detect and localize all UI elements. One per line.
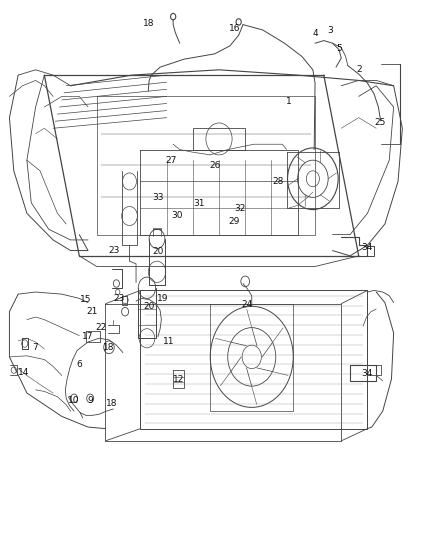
Text: 22: 22 (95, 323, 107, 332)
Text: 28: 28 (272, 177, 284, 186)
Text: 23: 23 (109, 246, 120, 255)
Text: 23: 23 (113, 294, 124, 303)
Text: 31: 31 (194, 199, 205, 208)
Text: 3: 3 (328, 27, 333, 36)
Text: 18: 18 (143, 19, 155, 28)
Text: 6: 6 (76, 360, 82, 369)
Text: 7: 7 (32, 343, 38, 352)
Text: 4: 4 (312, 29, 318, 38)
Text: 5: 5 (336, 44, 342, 53)
Text: 33: 33 (152, 193, 164, 202)
Text: 24: 24 (242, 300, 253, 309)
Text: 30: 30 (172, 212, 183, 221)
Text: 20: 20 (144, 302, 155, 311)
Text: 18: 18 (106, 399, 118, 408)
Text: 21: 21 (87, 307, 98, 316)
Text: 19: 19 (156, 294, 168, 303)
Text: 27: 27 (165, 156, 177, 165)
Text: 1: 1 (286, 97, 292, 106)
Text: 11: 11 (163, 337, 174, 346)
Text: 34: 34 (362, 244, 373, 253)
Text: 29: 29 (229, 217, 240, 226)
Text: 14: 14 (18, 368, 29, 377)
Text: 2: 2 (356, 66, 361, 74)
Text: 32: 32 (234, 204, 246, 213)
Text: 18: 18 (103, 343, 115, 352)
Text: 16: 16 (229, 24, 240, 33)
Text: 20: 20 (152, 247, 163, 256)
Text: 9: 9 (87, 396, 93, 405)
Text: 15: 15 (80, 295, 92, 304)
Text: 17: 17 (82, 332, 94, 341)
Text: 25: 25 (375, 118, 386, 127)
Text: 10: 10 (68, 396, 80, 405)
Text: 12: 12 (173, 375, 184, 384)
Text: 26: 26 (209, 161, 220, 170)
Text: 34: 34 (362, 369, 373, 378)
